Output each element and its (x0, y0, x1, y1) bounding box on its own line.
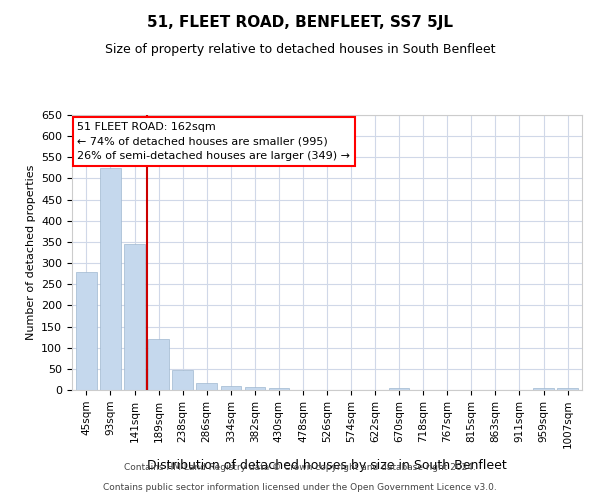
Bar (124, 244, 145, 390)
Bar (148, 339, 169, 390)
X-axis label: Distribution of detached houses by size in South Benfleet: Distribution of detached houses by size … (147, 460, 507, 472)
Text: Contains HM Land Registry data © Crown copyright and database right 2024.: Contains HM Land Registry data © Crown c… (124, 464, 476, 472)
Bar (172, 370, 193, 390)
Bar (76, 272, 97, 390)
Bar (269, 388, 289, 390)
Text: Contains public sector information licensed under the Open Government Licence v3: Contains public sector information licen… (103, 484, 497, 492)
Text: Size of property relative to detached houses in South Benfleet: Size of property relative to detached ho… (105, 42, 495, 56)
Bar (533, 388, 554, 390)
Bar (196, 383, 217, 390)
Bar (245, 386, 265, 390)
Text: 51, FLEET ROAD, BENFLEET, SS7 5JL: 51, FLEET ROAD, BENFLEET, SS7 5JL (147, 15, 453, 30)
Text: 51 FLEET ROAD: 162sqm
← 74% of detached houses are smaller (995)
26% of semi-det: 51 FLEET ROAD: 162sqm ← 74% of detached … (77, 122, 350, 162)
Bar (557, 388, 578, 390)
Bar (221, 386, 241, 390)
Bar (389, 388, 409, 390)
Bar (100, 168, 121, 390)
Y-axis label: Number of detached properties: Number of detached properties (26, 165, 35, 340)
